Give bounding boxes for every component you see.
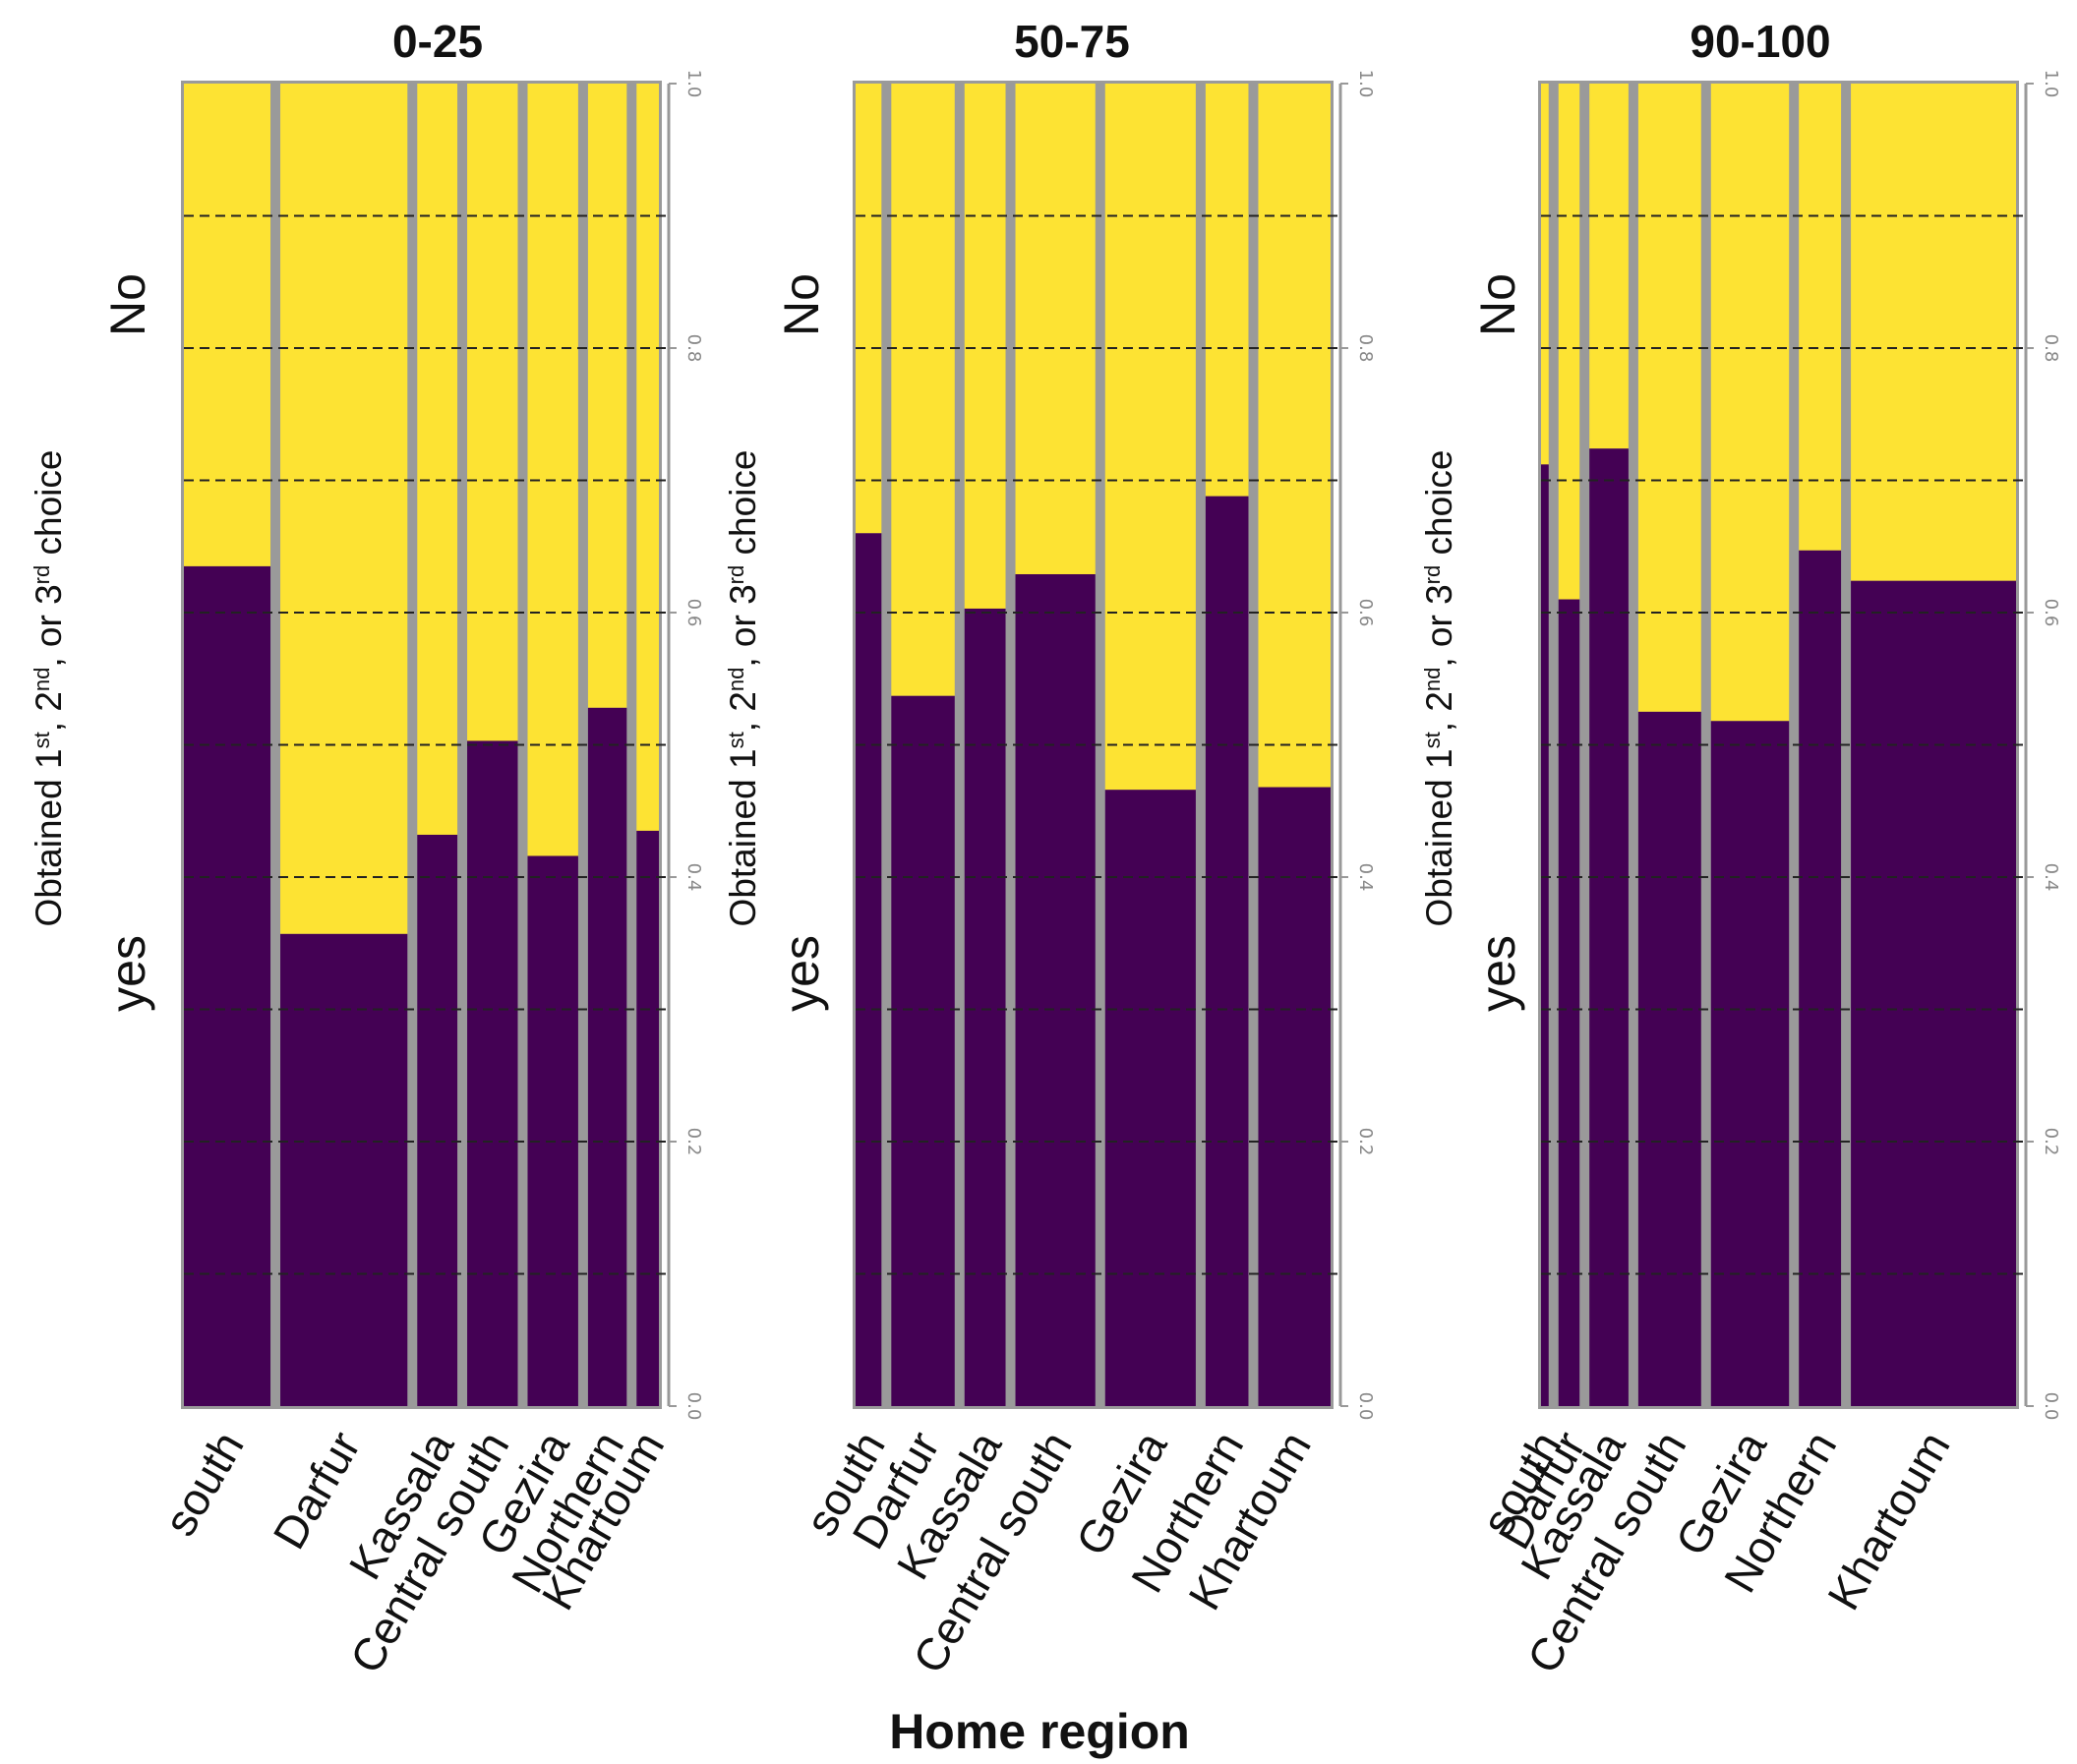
panel-title: 0-25 <box>392 16 483 67</box>
panel-title: 50-75 <box>1014 16 1130 67</box>
tick-label: 0.6 <box>1355 599 1376 627</box>
tile-no-northern <box>1799 84 1842 551</box>
tile-no-northern <box>587 84 627 708</box>
tile-no-central-south <box>1015 84 1096 574</box>
tile-yes-kassala <box>417 834 458 1406</box>
tile-yes-south <box>184 565 271 1406</box>
tick-label: 1.0 <box>2041 70 2061 98</box>
tile-yes-khartoum <box>1851 580 2016 1406</box>
tile-yes-gezira <box>527 855 578 1406</box>
tile-no-south <box>1541 84 1549 465</box>
tile-no-gezira <box>1710 84 1790 722</box>
tile-no-south <box>856 84 882 534</box>
tile-no-kassala <box>964 84 1006 609</box>
tick-label: 0.4 <box>2041 863 2061 892</box>
tick-label: 0.8 <box>683 334 704 363</box>
tile-no-darfur <box>280 84 408 934</box>
tick-label: 0.4 <box>1355 863 1376 892</box>
tile-no-central-south <box>467 84 518 741</box>
no-label: No <box>100 273 155 336</box>
tile-yes-darfur <box>1558 599 1580 1406</box>
tile-no-darfur <box>1558 84 1580 600</box>
no-label: No <box>774 273 829 336</box>
tick-label: 0.0 <box>2041 1392 2061 1421</box>
y-axis-label: Obtained 1st, 2nd, or 3rd choice <box>1419 450 1459 927</box>
tile-no-darfur <box>891 84 955 696</box>
tick-label: 0.6 <box>683 599 704 627</box>
yes-label: yes <box>100 935 155 1012</box>
tile-yes-khartoum <box>636 830 659 1406</box>
yes-label: yes <box>1470 935 1525 1012</box>
tick-label: 0.0 <box>683 1392 704 1421</box>
panel-title: 90-100 <box>1690 16 1830 67</box>
tick-label: 0.8 <box>2041 334 2061 363</box>
tile-no-gezira <box>1104 84 1196 791</box>
tile-yes-central-south <box>467 740 518 1406</box>
tile-no-khartoum <box>636 84 659 831</box>
tile-yes-gezira <box>1104 790 1196 1406</box>
tile-yes-darfur <box>891 695 955 1406</box>
tile-yes-south <box>856 533 882 1406</box>
tile-yes-khartoum <box>1258 787 1331 1406</box>
yes-label: yes <box>774 935 829 1012</box>
tile-yes-darfur <box>280 933 408 1406</box>
tick-label: 0.2 <box>1355 1128 1376 1156</box>
tile-yes-gezira <box>1710 721 1790 1406</box>
tile-no-kassala <box>417 84 458 835</box>
tick-label: 0.2 <box>2041 1128 2061 1156</box>
tile-no-kassala <box>1589 84 1629 449</box>
tick-label: 0.4 <box>683 863 704 892</box>
x-axis-title: Home region <box>889 1704 1190 1759</box>
tile-no-central-south <box>1637 84 1701 712</box>
no-label: No <box>1470 273 1525 336</box>
tile-no-gezira <box>527 84 578 856</box>
y-axis-label: Obtained 1st, 2nd, or 3rd choice <box>29 450 69 927</box>
tick-label: 0.2 <box>683 1128 704 1156</box>
tile-yes-central-south <box>1637 711 1701 1406</box>
tick-label: 1.0 <box>1355 70 1376 98</box>
tile-yes-kassala <box>1589 448 1629 1407</box>
tick-label: 0.0 <box>1355 1392 1376 1421</box>
tile-yes-northern <box>1799 550 1842 1406</box>
category-label: south <box>153 1423 253 1544</box>
tile-no-khartoum <box>1258 84 1331 788</box>
tick-label: 0.6 <box>2041 599 2061 627</box>
tile-yes-central-south <box>1015 573 1096 1406</box>
tile-yes-kassala <box>964 608 1006 1406</box>
y-axis-label: Obtained 1st, 2nd, or 3rd choice <box>723 450 763 927</box>
tick-label: 0.8 <box>1355 334 1376 363</box>
tile-no-khartoum <box>1851 84 2016 581</box>
tile-yes-south <box>1541 464 1549 1406</box>
tile-no-northern <box>1205 84 1249 497</box>
tick-label: 1.0 <box>683 70 704 98</box>
tile-no-south <box>184 84 271 566</box>
tile-yes-northern <box>587 707 627 1406</box>
tile-yes-northern <box>1205 496 1249 1406</box>
